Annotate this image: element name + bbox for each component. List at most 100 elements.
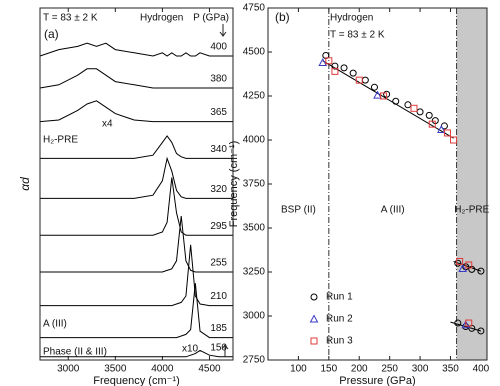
- x-tick-label: 3500: [104, 364, 127, 375]
- fit-line: [322, 60, 454, 139]
- arrow: [219, 24, 227, 37]
- series-label: 340: [210, 144, 227, 155]
- series-title: P (GPa): [193, 13, 229, 24]
- x-axis-label: Frequency (cm⁻¹): [93, 375, 180, 386]
- region-label: H₂-PRE: [454, 205, 489, 216]
- marker: [437, 124, 446, 133]
- annotation: x10: [182, 344, 199, 355]
- shaded-region: [456, 8, 487, 360]
- marker: [373, 90, 382, 99]
- legend-marker: [310, 293, 318, 301]
- series-label: 380: [210, 74, 227, 85]
- marker: [392, 97, 400, 105]
- y-tick-label: 4500: [243, 47, 266, 58]
- series-label: 255: [210, 258, 227, 269]
- marker: [454, 259, 462, 267]
- y-tick-label: 3000: [243, 311, 266, 322]
- series-label: 400: [210, 42, 227, 53]
- series-label: 295: [210, 221, 227, 232]
- fit-line: [453, 260, 482, 272]
- arrow: [221, 344, 229, 357]
- series-label: 365: [210, 107, 227, 118]
- marker: [461, 320, 471, 329]
- y-tick-label: 3250: [243, 267, 266, 278]
- marker: [456, 257, 464, 265]
- marker: [465, 319, 473, 327]
- marker: [318, 58, 328, 67]
- y-tick-label: 4750: [243, 3, 266, 14]
- marker: [477, 327, 485, 335]
- x-tick-label: 300: [412, 364, 429, 375]
- y-axis-label: αd: [18, 177, 32, 191]
- spectrum: [40, 349, 233, 358]
- subtitle: T = 83 ± 2 K: [43, 13, 98, 24]
- x-tick-label: 3000: [57, 364, 80, 375]
- spectrum: [39, 68, 233, 89]
- panel-label: (a): [44, 27, 59, 41]
- marker: [361, 76, 369, 84]
- marker: [416, 108, 424, 116]
- spectrum: [39, 42, 233, 57]
- y-tick-label: 4000: [243, 135, 266, 146]
- marker: [370, 83, 378, 91]
- title: Hydrogen: [330, 13, 373, 24]
- x-tick-label: 100: [290, 364, 307, 375]
- marker: [340, 64, 348, 72]
- marker: [331, 62, 339, 70]
- marker: [349, 69, 357, 77]
- spectrum: [40, 177, 233, 236]
- marker: [458, 263, 468, 272]
- legend-marker: [309, 314, 319, 323]
- spectrum: [39, 100, 233, 123]
- plot-frame: [39, 7, 234, 361]
- y-tick-label: 2750: [243, 355, 266, 366]
- x-tick-label: 4000: [151, 364, 174, 375]
- marker: [450, 136, 458, 144]
- marker: [410, 104, 418, 112]
- marker: [331, 67, 339, 75]
- legend-marker: [310, 337, 318, 345]
- marker: [404, 101, 412, 109]
- legend-label: Run 3: [326, 336, 353, 347]
- marker: [465, 261, 473, 269]
- annotation: H₂-PRE: [43, 135, 78, 146]
- spectrum: [40, 215, 233, 273]
- y-axis-label: Frequency (cm⁻¹): [228, 141, 240, 228]
- legend-label: Run 1: [326, 292, 353, 303]
- panel-label: (b): [275, 10, 290, 24]
- x-tick-label: 150: [320, 364, 337, 375]
- y-tick-label: 4250: [243, 91, 266, 102]
- marker: [425, 111, 433, 119]
- x-tick-label: 200: [351, 364, 368, 375]
- legend-label: Run 2: [326, 314, 353, 325]
- annotation: x4: [102, 119, 113, 130]
- marker: [454, 319, 462, 327]
- y-tick-label: 3500: [243, 223, 266, 234]
- marker: [355, 76, 363, 84]
- annotation: A (III): [43, 319, 67, 330]
- title: Hydrogen: [140, 13, 183, 24]
- x-tick-label: 350: [442, 364, 459, 375]
- series-label: 185: [210, 323, 227, 334]
- series-label: 150: [210, 342, 227, 353]
- marker: [477, 267, 485, 275]
- x-tick-label: 250: [381, 364, 398, 375]
- fit-line: [450, 321, 482, 332]
- region-label: BSP (II): [281, 205, 316, 216]
- marker: [380, 92, 388, 100]
- marker: [443, 129, 451, 137]
- plot-frame: [267, 7, 488, 361]
- region-label: A (III): [381, 205, 405, 216]
- subtitle: T = 83 ± 2 K: [330, 30, 385, 41]
- marker: [428, 120, 436, 128]
- x-tick-label: 4500: [198, 364, 221, 375]
- spectrum: [40, 156, 233, 199]
- spectrum: [40, 135, 233, 159]
- x-axis-label: Pressure (GPa): [339, 375, 415, 386]
- series-label: 210: [210, 291, 227, 302]
- spectrum: [40, 244, 233, 307]
- annotation: Phase (II & III): [43, 347, 107, 358]
- spectrum: [40, 283, 233, 339]
- marker: [325, 57, 333, 65]
